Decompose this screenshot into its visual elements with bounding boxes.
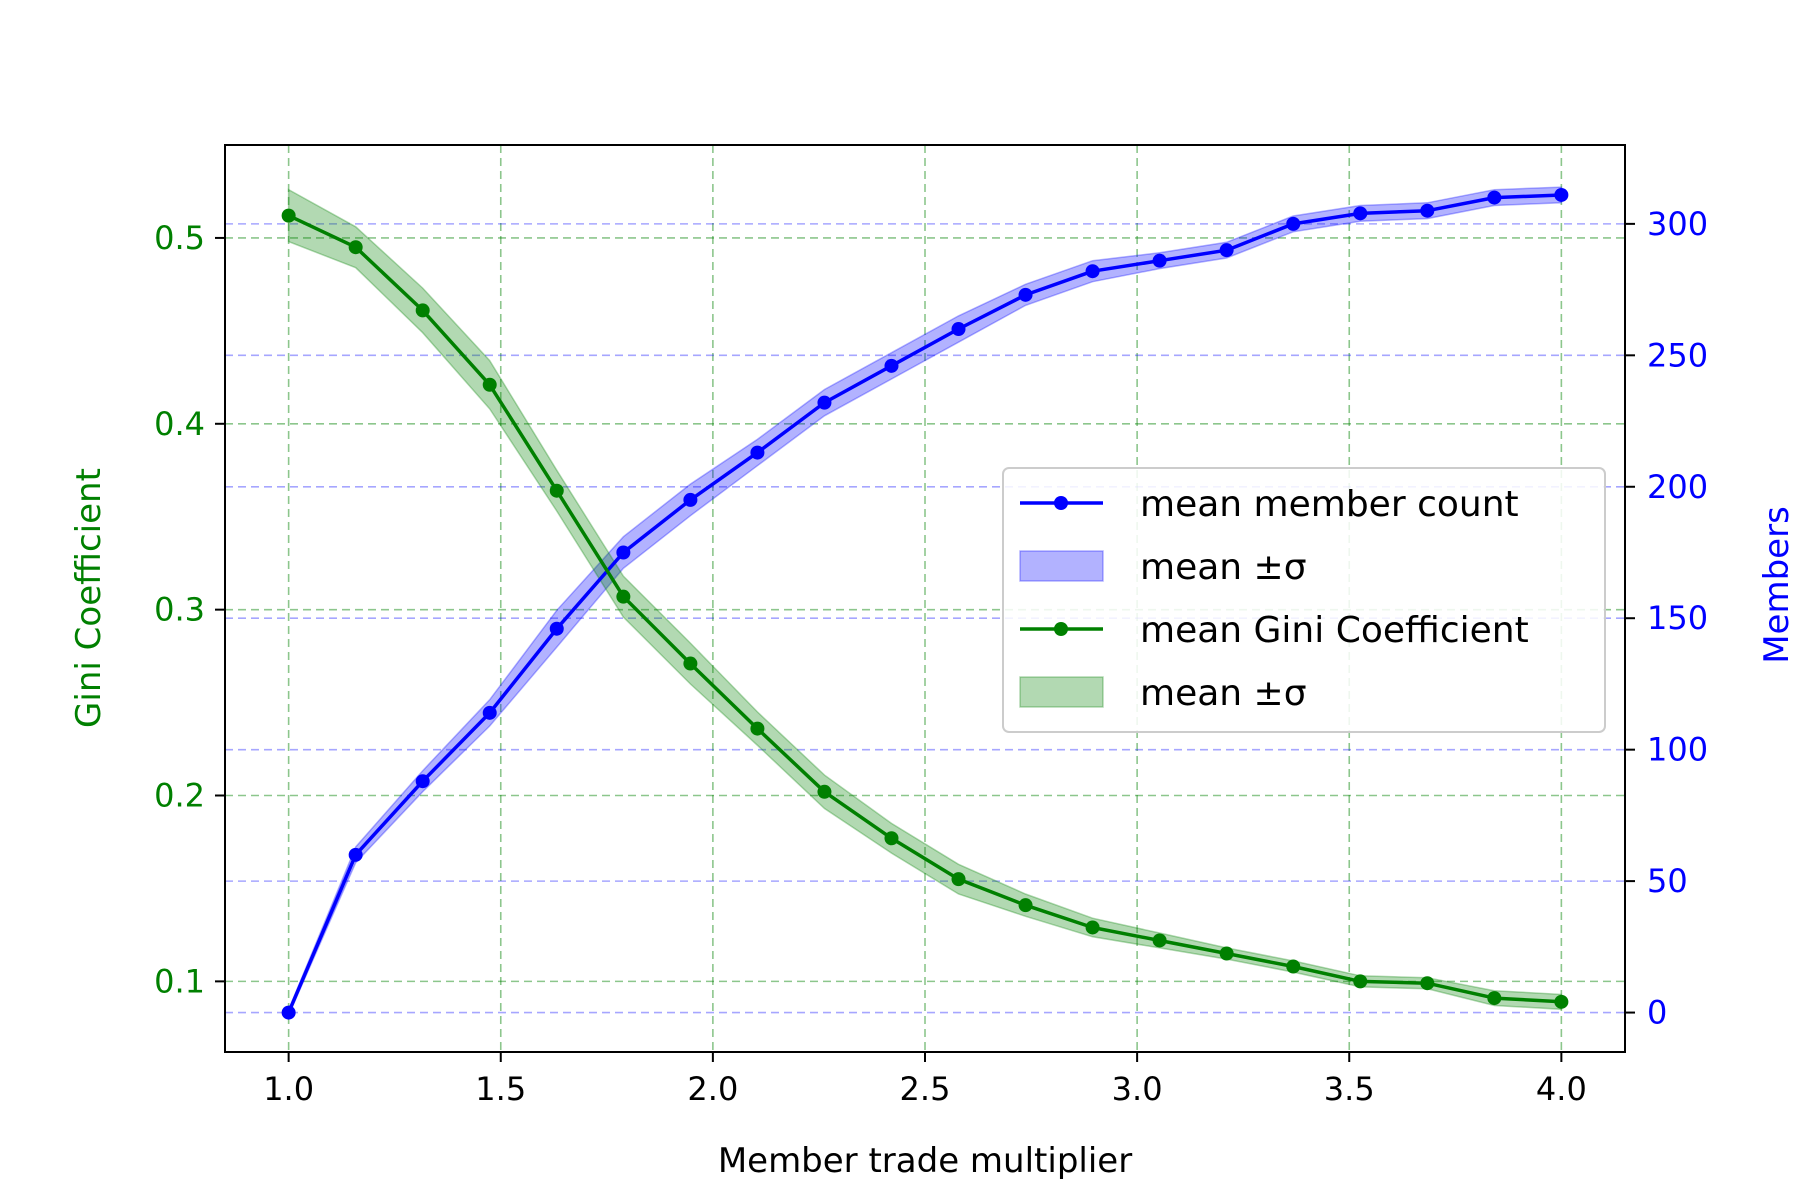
series-line-gini (287, 214, 1562, 1004)
std-band-members (287, 186, 1563, 1016)
data-point-gini (1554, 994, 1569, 1009)
std-band-gini (287, 188, 1563, 1011)
x-tick-label: 3.0 (1112, 1070, 1163, 1108)
legend-label: mean ±σ (1140, 673, 1307, 714)
y-axis-left-label: Gini Coefficient (69, 468, 109, 728)
data-point-members (817, 395, 832, 410)
data-point-gini (750, 721, 765, 736)
y-left-tick-label: 0.1 (154, 962, 205, 1000)
legend-box (1002, 467, 1606, 733)
x-tick-label: 2.0 (687, 1070, 738, 1108)
data-point-members (1353, 206, 1368, 221)
x-tick-label: 1.5 (475, 1070, 526, 1108)
data-point-gini (1152, 933, 1167, 948)
legend-label: mean Gini Coefficient (1140, 610, 1529, 651)
data-point-gini (616, 589, 631, 604)
series-line-members (286, 193, 1562, 1014)
data-point-gini (1219, 946, 1234, 961)
data-point-gini (1085, 920, 1100, 935)
series-lines (281, 187, 1569, 1020)
data-point-members (415, 774, 430, 789)
legend-label: mean ±σ (1140, 547, 1307, 588)
data-point-gini (1286, 959, 1301, 974)
data-point-members (281, 1005, 296, 1020)
y-right-tick-label: 0 (1647, 994, 1667, 1032)
legend-label: mean member count (1140, 484, 1519, 525)
data-point-gini (683, 656, 698, 671)
y-left-tick-label: 0.5 (154, 219, 205, 257)
data-point-members (1487, 190, 1502, 205)
data-point-members (549, 621, 564, 636)
data-point-members (482, 705, 497, 720)
data-point-members (1420, 203, 1435, 218)
y-left-tick-label: 0.4 (154, 405, 205, 443)
y-right-tick-label: 150 (1647, 599, 1708, 637)
data-point-gini (549, 483, 564, 498)
data-point-members (1085, 264, 1100, 279)
data-point-gini (482, 377, 497, 392)
x-tick-label: 4.0 (1536, 1070, 1587, 1108)
data-point-members (1152, 253, 1167, 268)
y-right-tick-label: 250 (1647, 336, 1708, 374)
legend-swatch-marker (1054, 496, 1068, 510)
data-point-members (1219, 243, 1234, 258)
data-point-gini (1420, 976, 1435, 991)
axes: 1.0 1.5 2.0 2.5 3.0 3.5 4.0 0.1 0.2 0.3 0.4 0.5 0 50 1… (154, 205, 1708, 1108)
data-point-gini (348, 240, 363, 255)
x-axis-label: Member trade multiplier (718, 1141, 1132, 1181)
x-tick-label: 1.0 (263, 1070, 314, 1108)
data-point-members (1286, 216, 1301, 231)
data-point-gini (817, 784, 832, 799)
data-point-gini (415, 303, 430, 318)
data-point-gini (951, 872, 966, 887)
y-axis-right-label: Members (1757, 506, 1797, 664)
data-point-members (348, 847, 363, 862)
x-tick-label: 3.5 (1324, 1070, 1375, 1108)
data-point-gini (281, 208, 296, 223)
data-point-members (951, 322, 966, 337)
std-bands (287, 186, 1563, 1016)
data-point-gini (1487, 991, 1502, 1006)
legend-swatch-band (1019, 550, 1104, 582)
data-point-members (683, 492, 698, 507)
data-point-members (750, 445, 765, 460)
data-point-gini (884, 831, 899, 846)
data-point-members (1554, 187, 1569, 202)
data-point-members (884, 358, 899, 373)
x-tick-label: 2.5 (900, 1070, 951, 1108)
y-left-tick-label: 0.3 (154, 591, 205, 629)
legend: mean member count mean ±σ mean Gini Coeffi… (1002, 467, 1606, 733)
y-right-tick-label: 50 (1647, 862, 1688, 900)
y-right-tick-label: 300 (1647, 205, 1708, 243)
legend-swatch-marker (1054, 622, 1068, 636)
y-left-tick-label: 0.2 (154, 777, 205, 815)
y-right-tick-label: 200 (1647, 468, 1708, 506)
y-right-tick-label: 100 (1647, 731, 1708, 769)
legend-swatch-band (1019, 676, 1104, 708)
data-point-members (616, 545, 631, 560)
data-point-gini (1018, 898, 1033, 913)
grid (225, 145, 1625, 1052)
data-point-gini (1353, 974, 1368, 989)
data-point-members (1018, 287, 1033, 302)
